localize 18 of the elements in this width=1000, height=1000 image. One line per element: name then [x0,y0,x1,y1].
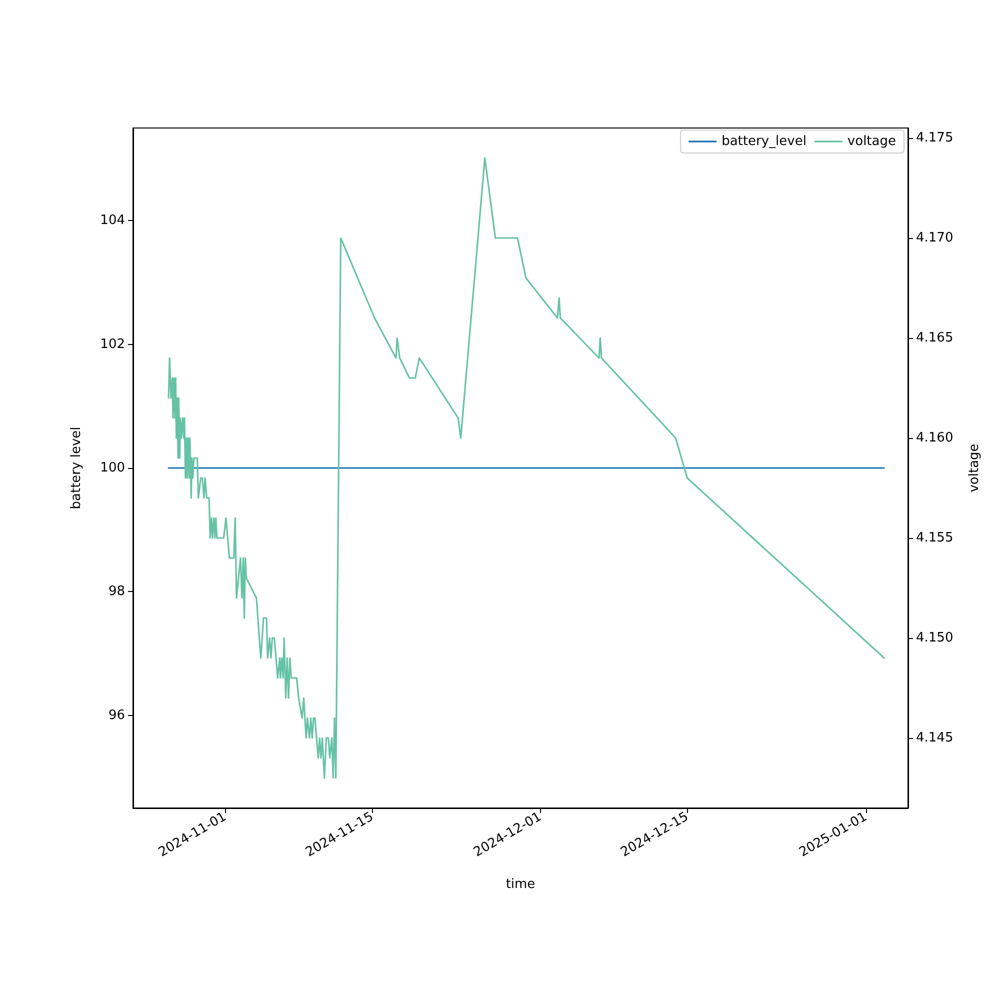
y2-tick-label: 4.145 [916,730,954,746]
y2-tick-label: 4.175 [916,130,954,146]
y-axis-title: battery level [69,426,84,510]
y2-tick-label: 4.170 [916,230,954,246]
y2-tick-label: 4.155 [916,530,954,546]
legend-label: voltage [847,134,896,149]
y2-tick-label: 4.150 [916,630,954,646]
y-tick-label: 102 [100,336,125,352]
y-tick-label: 96 [108,708,125,723]
line-series [168,157,885,779]
y-tick-label: 100 [100,460,125,476]
y2-axis-title: voltage [967,444,982,492]
y2-tick-label: 4.160 [916,430,954,446]
y-tick-label: 104 [100,213,125,228]
legend-label: battery_level [722,134,806,149]
y-tick-label: 98 [108,584,125,600]
y2-tick-label: 4.165 [916,330,954,346]
x-axis-title: time [506,877,536,892]
